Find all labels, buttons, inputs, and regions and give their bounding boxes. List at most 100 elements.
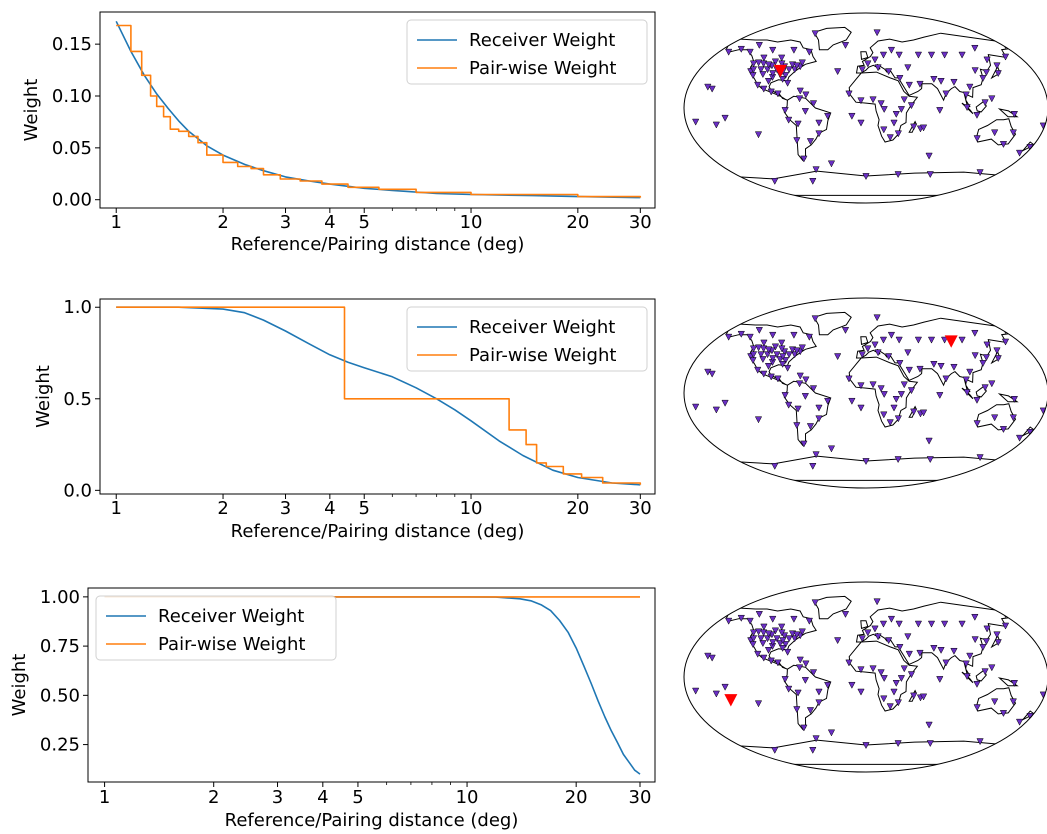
station-marker: [771, 627, 780, 635]
station-marker: [769, 331, 777, 339]
y-tick-label: 0.25: [40, 735, 80, 756]
station-marker: [749, 357, 757, 365]
station-marker: [962, 91, 970, 99]
station-marker: [886, 703, 894, 711]
station-marker: [811, 30, 819, 38]
station-marker: [885, 353, 893, 361]
station-marker: [801, 108, 809, 115]
station-marker: [776, 356, 784, 364]
coastline-uk: [860, 51, 869, 61]
station-marker: [988, 380, 996, 388]
station-marker: [971, 613, 979, 621]
coastline-antarctica: [722, 455, 1010, 481]
station-marker: [958, 336, 966, 344]
x-tick-label: 10: [460, 212, 483, 233]
station-marker: [871, 56, 879, 64]
station-marker: [942, 659, 950, 667]
station-marker: [767, 373, 775, 381]
coastline-greenland: [813, 595, 852, 620]
legend: Receiver Weight Pair-wise Weight: [406, 306, 648, 372]
station-marker: [857, 688, 865, 696]
station-marker: [815, 415, 823, 423]
station-marker: [781, 72, 790, 80]
station-marker: [793, 137, 801, 145]
x-tick-label: 5: [359, 498, 370, 519]
station-marker: [940, 336, 949, 344]
station-marker: [858, 351, 866, 359]
station-marker: [894, 740, 902, 748]
station-marker: [779, 353, 787, 361]
coastline-uk: [860, 336, 869, 346]
station-marker: [874, 64, 882, 72]
station-marker: [862, 458, 870, 466]
legend-label-receiver: Receiver Weight: [158, 606, 304, 627]
station-marker: [880, 106, 888, 114]
station-marker: [971, 636, 979, 644]
station-marker: [841, 42, 850, 49]
station-marker: [845, 90, 853, 98]
x-tick-label: 3: [280, 498, 291, 519]
station-marker: [754, 81, 762, 89]
map-outline: [683, 297, 1047, 489]
station-marker: [887, 331, 896, 339]
station-marker: [774, 90, 782, 98]
station-marker: [827, 160, 836, 168]
station-marker: [704, 83, 712, 91]
station-marker: [760, 339, 768, 347]
coastline-north-america: [725, 323, 817, 386]
station-marker: [919, 124, 928, 132]
station-marker: [767, 657, 775, 665]
station-marker: [864, 629, 872, 637]
station-marker: [759, 356, 767, 364]
station-marker: [815, 130, 823, 138]
station-marker: [916, 365, 924, 373]
station-marker: [785, 66, 793, 74]
station-marker: [755, 628, 763, 636]
station-marker: [966, 652, 974, 660]
station-marker: [925, 152, 933, 160]
coastline-borneo: [975, 385, 987, 398]
station-marker: [798, 59, 806, 67]
station-marker: [774, 375, 782, 383]
station-marker: [983, 341, 991, 349]
station-marker: [812, 735, 820, 743]
legend: Receiver Weight Pair-wise Weight: [406, 19, 648, 85]
station-marker: [763, 635, 772, 643]
station-marker: [805, 333, 813, 341]
station-marker: [1015, 718, 1024, 726]
station-marker: [905, 81, 913, 89]
series-line-pairwise: [116, 306, 642, 485]
coastline-new-guinea: [997, 677, 1019, 687]
x-tick-label: 2: [217, 498, 228, 519]
station-marker: [991, 698, 999, 706]
station-marker: [755, 59, 763, 67]
station-marker: [857, 97, 865, 105]
station-marker: [963, 104, 971, 112]
station-marker: [827, 729, 836, 737]
x-tick-label: 30: [629, 498, 652, 519]
station-marker: [692, 403, 700, 411]
station-marker: [774, 659, 782, 667]
coastline-south-america: [783, 664, 832, 731]
station-marker: [778, 339, 786, 347]
station-marker: [926, 171, 934, 179]
x-tick-label: 4: [317, 787, 328, 808]
station-marker: [976, 738, 984, 746]
station-marker: [800, 155, 808, 163]
station-marker: [802, 660, 810, 668]
station-marker: [993, 631, 1001, 639]
coastline-borneo: [975, 669, 987, 682]
station-marker: [880, 411, 888, 419]
station-marker: [790, 46, 798, 54]
station-marker: [966, 83, 974, 91]
station-marker: [988, 95, 996, 103]
plot-frame: [87, 587, 656, 783]
station-marker: [873, 598, 881, 606]
plot-frame: [99, 298, 656, 495]
chart-3-receiver-vs-pairwise: 1 2 3 4 5 10 20 30 0.25 0.50 0.75 1.00 Reference/Pai…: [9, 587, 656, 831]
station-marker: [963, 389, 971, 397]
station-marker: [815, 688, 823, 696]
chart-1-receiver-vs-pairwise: 1 2 3 4 5 10 20 30 0.00 0.05 0.10 0.15 Reference/Pai…: [21, 11, 656, 255]
station-marker: [712, 406, 720, 414]
station-marker: [796, 372, 804, 380]
